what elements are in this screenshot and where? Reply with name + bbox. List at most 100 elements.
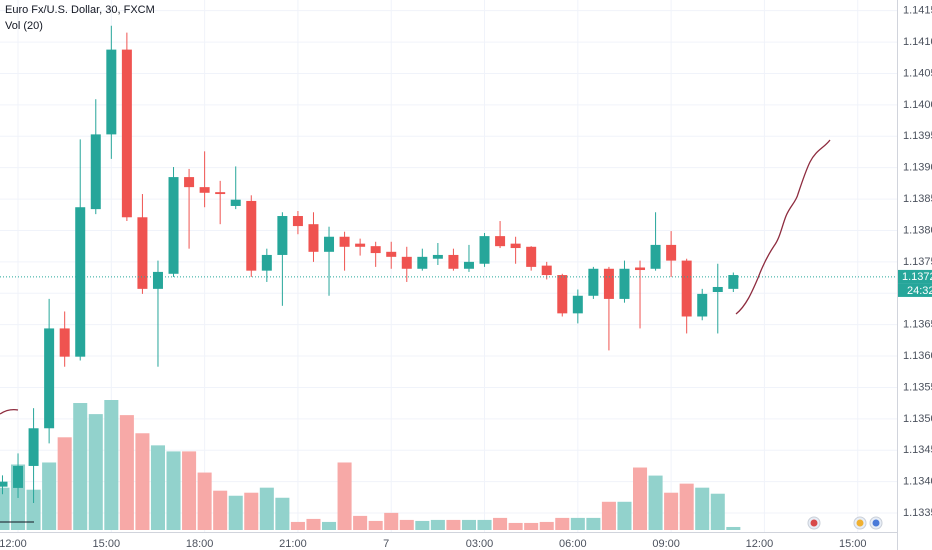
volume-bar [337,462,352,530]
drawing-curve [0,408,19,415]
volume-bar [493,517,508,530]
volume-bar [679,483,694,530]
candle-body [401,256,412,269]
volume-bar [275,497,290,530]
candle-body [712,286,723,293]
x-tick-label: 18:00 [186,538,214,550]
y-tick-label: 1.13350 [903,507,932,519]
y-tick-label: 1.13750 [903,256,932,268]
volume-bar [508,522,523,530]
volume-bar [119,415,134,530]
candle-body [308,224,319,252]
candle-body [75,207,86,357]
volume-bar [726,526,741,530]
volume-bar [664,492,679,530]
candle-body [603,268,614,299]
candle-body [463,261,474,269]
candle-body [728,275,739,289]
candle-body [479,236,490,264]
volume-bar [399,519,414,530]
candle-body [697,293,708,317]
volume-bar [244,492,259,530]
volume-bar [555,517,570,530]
last-price-label: 1.13726 [902,271,932,283]
candle-body [0,481,8,487]
candle-body [152,271,163,289]
candle-body [199,187,210,193]
x-tick-label: 15:00 [839,538,867,550]
y-tick-label: 1.14050 [903,67,932,79]
candle-body [650,244,661,269]
candle-body [495,236,506,247]
candle-body [292,216,303,227]
candle-body [106,49,117,135]
x-tick-label: 12:00 [746,538,774,550]
candle-body [184,177,195,188]
candle-body [510,243,521,249]
y-tick-label: 1.13650 [903,319,932,331]
candle-body [13,465,24,488]
candle-body [90,134,101,210]
volume-bar [601,501,616,530]
volume-bar [524,522,539,530]
x-tick-label: 09:00 [652,538,680,550]
candle-body [339,236,350,247]
volume-bar [259,487,274,530]
volume-legend: Vol (20) [5,20,43,32]
y-tick-label: 1.13600 [903,350,932,362]
chart-title: Euro Fx/U.S. Dollar, 30, FXCM [5,4,155,16]
y-tick-label: 1.13400 [903,476,932,488]
candle-body [541,265,552,276]
candle-body [417,256,428,269]
x-tick-label: 21:00 [279,538,307,550]
candle-body [526,246,537,267]
countdown-box [898,283,932,297]
candle-body [666,244,677,261]
candle-body [277,216,288,255]
volume-bar [228,495,243,530]
volume-bar [26,489,41,530]
volume-bar [617,501,632,530]
candle-body [635,267,646,271]
plot-area [0,25,897,530]
x-tick-label: 7 [383,538,389,550]
volume-bar [570,517,585,530]
volume-bar [42,462,57,530]
candle-body [572,295,583,314]
y-tick-label: 1.13450 [903,444,932,456]
candle-body [557,275,568,314]
last-price-box [898,269,932,284]
volume-bar [353,515,368,530]
event-icon-flag [872,519,880,527]
volume-bar [368,520,383,530]
candle-body [324,236,335,252]
y-tick-label: 1.13850 [903,193,932,205]
forecast-drawing [735,139,831,315]
y-tick-label: 1.13500 [903,413,932,425]
volume-bar [57,437,72,530]
x-tick-label: 15:00 [93,538,121,550]
event-icons [807,516,883,530]
volume-bar [430,519,445,530]
volume-bar [539,521,554,530]
candle-body [261,254,272,271]
volume-bar [477,519,492,530]
volume-bar [290,521,305,530]
volume-bar [695,487,710,530]
x-tick-label: 03:00 [466,538,494,550]
y-tick-label: 1.13950 [903,130,932,142]
candle-body [137,217,148,289]
x-tick-label: 06:00 [559,538,587,550]
candle-body [44,328,55,429]
volume-bar [710,493,725,530]
candle-body [588,268,599,296]
volume-bar [0,487,10,530]
volume-bar [322,521,337,530]
y-tick-label: 1.14100 [903,36,932,48]
volume-bar [633,467,648,530]
volume-bar [166,451,181,530]
countdown-label: 24:32 [907,285,932,297]
volume-bar [648,475,663,530]
candle-body [28,428,39,466]
